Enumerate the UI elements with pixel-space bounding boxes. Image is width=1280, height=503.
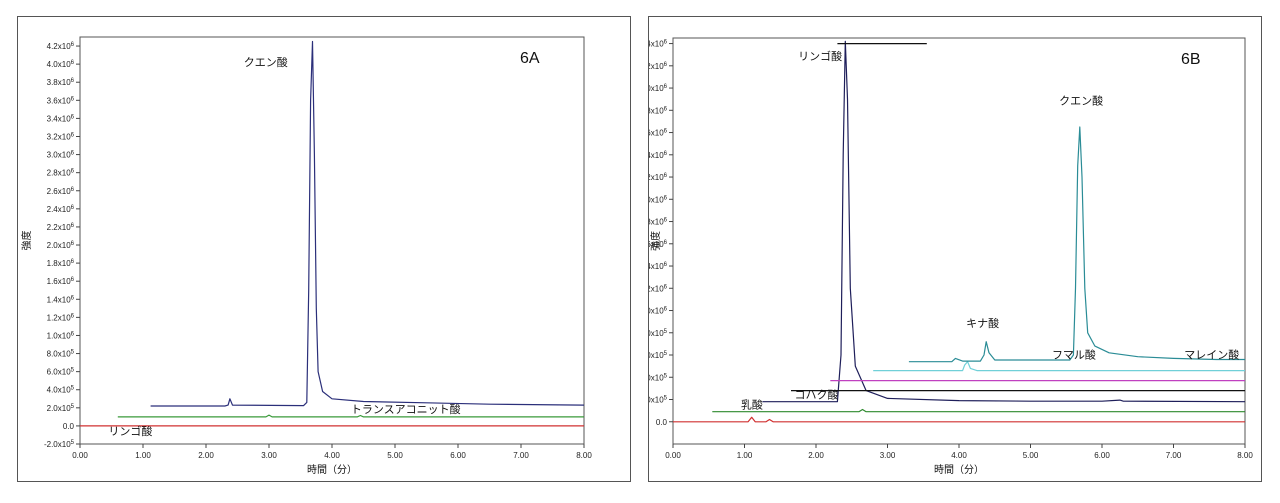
y-axis-title: 強度	[649, 231, 662, 251]
peak-label-2: キナ酸	[966, 316, 999, 330]
y-tick-label: 3.8x106	[47, 78, 75, 87]
y-tick-label: 3.4x106	[47, 114, 75, 123]
x-tick-label: 7.00	[513, 451, 529, 460]
peak-label-4: マレイン酸	[1184, 347, 1239, 361]
x-tick-label: 8.00	[1237, 451, 1253, 460]
y-tick-label: 1.6x106	[47, 277, 75, 286]
peak-label-1: トランスアコニット酸	[351, 402, 461, 416]
x-tick-label: 3.00	[880, 451, 896, 460]
y-tick-label: 2.2x106	[47, 223, 75, 232]
peak-label-0: リンゴ酸	[798, 49, 842, 63]
y-tick-label: 0.0	[63, 422, 75, 431]
plot-frame	[79, 36, 585, 445]
x-axis-title: 時間（分）	[934, 464, 984, 476]
y-tick-label: 3.0x106	[47, 151, 75, 160]
chart-panel-6b: 0.00 1.00 2.00 3.00 4.00 5.00 6.00 7.00 8.00 0.0 2…	[648, 16, 1262, 482]
y-tick-label: 4.2x106	[47, 42, 75, 51]
y-tick-label: 6.0x105	[47, 368, 75, 377]
y-tick-label: 4.0x106	[47, 60, 75, 69]
x-axis-title: 時間（分）	[307, 464, 357, 476]
y-tick-label: 2.4x106	[47, 205, 75, 214]
y-tick-label: 1.2x106	[47, 313, 75, 322]
y-tick-label: 3.6x106	[47, 96, 75, 105]
series-line-0	[150, 40, 585, 407]
y-tick-label: 1.4x106	[649, 262, 668, 271]
y-tick-label: 2.0x105	[47, 404, 75, 413]
y-tick-label: 1.4x106	[47, 295, 75, 304]
x-tick-label: 7.00	[1166, 451, 1182, 460]
y-tick-label: 2.0x106	[47, 241, 75, 250]
y-tick-label: 2.6x106	[649, 129, 668, 138]
y-tick-label: 4.0x105	[47, 386, 75, 395]
y-tick-label: 6.0x105	[649, 351, 668, 360]
y-tick-label: 2.4x106	[649, 151, 668, 160]
x-tick-label: 4.00	[951, 451, 967, 460]
y-tick-label: -2.0x105	[44, 440, 75, 449]
y-tick-label: 2.0x106	[649, 195, 668, 204]
plot-frame	[672, 37, 1246, 445]
peak-label-0: クエン酸	[244, 55, 288, 69]
x-tick-label: 1.00	[135, 451, 151, 460]
x-tick-label: 8.00	[576, 451, 592, 460]
series-line-5	[873, 361, 1245, 372]
x-tick-label: 5.00	[387, 451, 403, 460]
series-line-0	[673, 416, 1245, 423]
y-tick-label: 2.6x106	[47, 187, 75, 196]
peak-label-2: リンゴ酸	[108, 424, 152, 438]
y-tick-label: 2.2x106	[649, 173, 668, 182]
x-tick-label: 0.00	[72, 451, 88, 460]
series-line-1	[712, 408, 1245, 413]
y-tick-label: 8.0x105	[47, 350, 75, 359]
series-line-2	[762, 40, 1246, 403]
y-tick-label: 1.6x106	[649, 240, 668, 249]
chromatogram-6b: 0.00 1.00 2.00 3.00 4.00 5.00 6.00 7.00 8.00 0.0 2…	[649, 37, 1253, 476]
y-tick-label: 8.0x105	[649, 329, 668, 338]
y-tick-label: 0.0	[656, 418, 668, 427]
x-tick-label: 6.00	[450, 451, 466, 460]
y-tick-label: 3.2x106	[47, 132, 75, 141]
x-tick-label: 6.00	[1094, 451, 1110, 460]
x-tick-label: 3.00	[261, 451, 277, 460]
x-tick-label: 1.00	[737, 451, 753, 460]
chart-panel-6a: 0.00 1.00 2.00 3.00 4.00 5.00 6.00 7.00 8.00 -2.0…	[17, 16, 631, 482]
panel-label: 6B	[1181, 51, 1201, 68]
series-line-7	[908, 126, 1245, 363]
y-tick-label: 1.8x106	[649, 218, 668, 227]
y-tick-label: 3.0x106	[649, 84, 668, 93]
x-tick-label: 0.00	[665, 451, 681, 460]
x-tick-label: 4.00	[324, 451, 340, 460]
y-tick-label: 3.2x106	[649, 62, 668, 71]
peak-label-3: フマル酸	[1052, 347, 1096, 361]
y-tick-label: 1.2x106	[649, 284, 668, 293]
series-line-1	[117, 414, 584, 418]
y-tick-label: 2.8x106	[649, 106, 668, 115]
y-axis-title: 強度	[20, 231, 33, 251]
y-tick-label: 2.8x106	[47, 169, 75, 178]
peak-label-6: 乳酸	[741, 397, 763, 411]
panel-label: 6A	[520, 50, 540, 67]
x-tick-label: 2.00	[198, 451, 214, 460]
y-tick-label: 1.8x106	[47, 259, 75, 268]
chromatogram-6a: 0.00 1.00 2.00 3.00 4.00 5.00 6.00 7.00 8.00 -2.0…	[20, 36, 592, 476]
peak-label-1: クエン酸	[1059, 94, 1103, 108]
x-tick-label: 2.00	[808, 451, 824, 460]
peak-label-5: コハク酸	[795, 387, 839, 401]
y-tick-label: 3.4x106	[649, 40, 668, 49]
y-tick-label: 2.0x105	[649, 396, 668, 405]
y-tick-label: 1.0x106	[649, 307, 668, 316]
y-tick-label: 4.0x105	[649, 373, 668, 382]
y-tick-label: 1.0x106	[47, 331, 75, 340]
x-tick-label: 5.00	[1023, 451, 1039, 460]
